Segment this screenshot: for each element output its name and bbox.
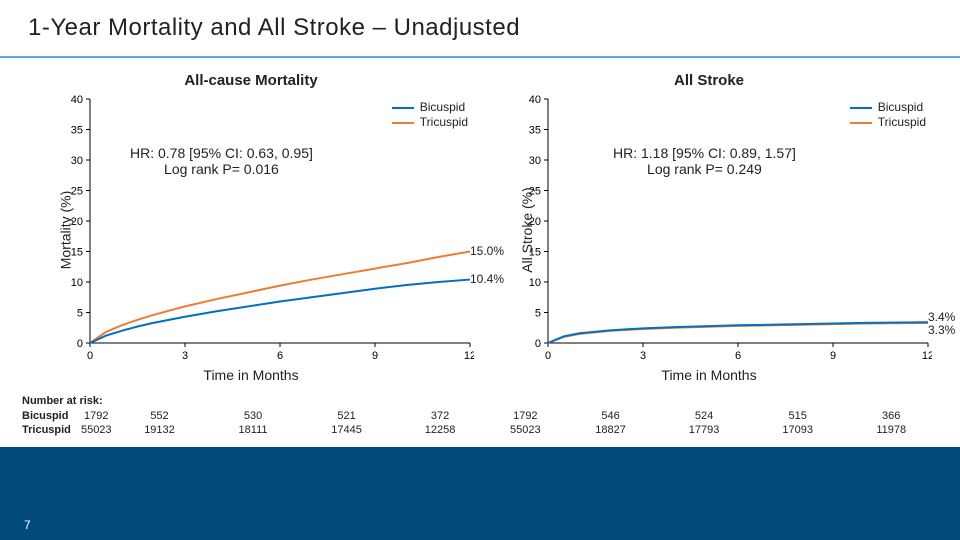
risk-cell: 372: [393, 409, 487, 423]
chart-right-ylabel: All Stroke (%): [519, 187, 535, 273]
svg-text:9: 9: [830, 350, 836, 362]
svg-text:0: 0: [535, 338, 541, 350]
risk-cell: 19132: [113, 423, 207, 437]
svg-text:0: 0: [87, 350, 93, 362]
number-at-risk-table: Bicuspid17925525305213721792546524515366…: [22, 409, 938, 437]
risk-cell: 366: [844, 409, 938, 423]
chart-right-svg: 0510152025303540036912: [518, 95, 932, 365]
risk-cell: 546: [564, 409, 658, 423]
svg-text:9: 9: [372, 350, 378, 362]
slide-title-bar: 1-Year Mortality and All Stroke – Unadju…: [0, 0, 960, 56]
risk-cell: 521: [300, 409, 394, 423]
risk-cell: 1792: [487, 409, 564, 423]
risk-cell: 552: [113, 409, 207, 423]
chart-left-xlabel: Time in Months: [22, 367, 480, 383]
svg-text:0: 0: [545, 350, 551, 362]
svg-text:5: 5: [535, 308, 541, 320]
risk-cell: 17793: [657, 423, 751, 437]
risk-cell: 524: [657, 409, 751, 423]
svg-text:5: 5: [77, 308, 83, 320]
chart-left-title: All-cause Mortality: [22, 72, 480, 89]
number-at-risk-heading: Number at risk:: [22, 395, 938, 407]
chart-right-hr-annotation: HR: 1.18 [95% CI: 0.89, 1.57] Log rank P…: [613, 145, 796, 177]
risk-cell: 18827: [564, 423, 658, 437]
page-number: 7: [24, 518, 31, 532]
chart-right-title: All Stroke: [480, 72, 938, 89]
chart-left-svg: 0510152025303540036912: [60, 95, 474, 365]
chart-left-hr-annotation: HR: 0.78 [95% CI: 0.63, 0.95] Log rank P…: [130, 145, 313, 177]
chart-left-ylabel: Mortality (%): [57, 191, 73, 270]
risk-row-label: Tricuspid: [22, 423, 80, 437]
chart-right-plot: All Stroke (%) 0510152025303540036912 HR…: [518, 95, 932, 365]
svg-text:35: 35: [71, 125, 83, 137]
svg-text:3: 3: [640, 350, 646, 362]
svg-text:40: 40: [529, 95, 541, 106]
chart-right: All Stroke Bicuspid Tricuspid All Stroke…: [480, 72, 938, 383]
risk-cell: 12258: [393, 423, 487, 437]
chart-left-plot: Mortality (%) 0510152025303540036912 HR:…: [60, 95, 474, 365]
svg-text:6: 6: [735, 350, 741, 362]
risk-cell: 11978: [844, 423, 938, 437]
svg-text:10: 10: [529, 277, 541, 289]
svg-text:12: 12: [922, 350, 932, 362]
svg-text:6: 6: [277, 350, 283, 362]
chart-left: All-cause Mortality Bicuspid Tricuspid M…: [22, 72, 480, 383]
risk-cell: 1792: [80, 409, 113, 423]
risk-cell: 55023: [487, 423, 564, 437]
svg-text:10: 10: [71, 277, 83, 289]
svg-text:35: 35: [529, 125, 541, 137]
risk-cell: 530: [206, 409, 300, 423]
risk-cell: 55023: [80, 423, 113, 437]
chart-right-xlabel: Time in Months: [480, 367, 938, 383]
risk-cell: 17445: [300, 423, 394, 437]
svg-text:12: 12: [464, 350, 474, 362]
risk-row-label: Bicuspid: [22, 409, 80, 423]
chart-right-endlabel-tricuspid: 3.3%: [928, 323, 955, 337]
svg-text:3: 3: [182, 350, 188, 362]
risk-cell: 18111: [206, 423, 300, 437]
svg-text:30: 30: [529, 155, 541, 167]
svg-text:0: 0: [77, 338, 83, 350]
number-at-risk-area: Number at risk: Bicuspid1792552530521372…: [0, 391, 960, 447]
svg-text:40: 40: [71, 95, 83, 106]
content-area: All-cause Mortality Bicuspid Tricuspid M…: [0, 58, 960, 391]
slide-title: 1-Year Mortality and All Stroke – Unadju…: [28, 14, 932, 42]
risk-cell: 17093: [751, 423, 845, 437]
risk-cell: 515: [751, 409, 845, 423]
svg-text:30: 30: [71, 155, 83, 167]
